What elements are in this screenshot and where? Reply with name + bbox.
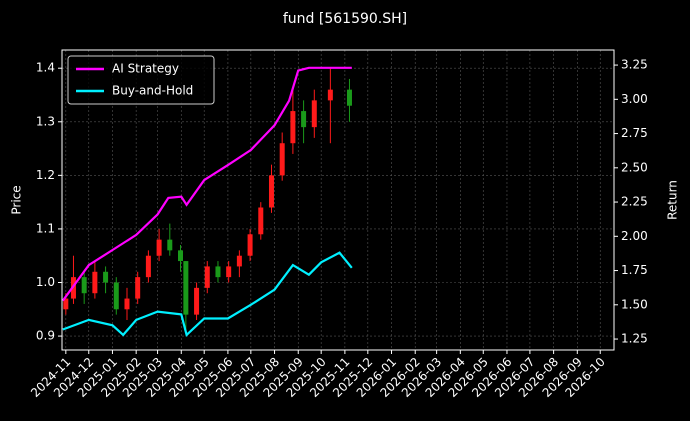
candle-body [236,255,242,267]
plot-frame [61,49,615,351]
candle-body [156,239,162,256]
candle-body [247,234,253,256]
candle-body [103,271,109,283]
candle-body [124,298,130,310]
y-tick-label: 1.0 [36,275,55,289]
candle-body [346,89,352,106]
y-tick-label: 0.9 [36,329,55,343]
candle-body [183,261,189,315]
y2-tick-label: 2.75 [621,126,648,140]
candle-body [194,287,200,315]
candle-body [167,239,173,251]
candle-body [81,277,87,294]
legend-box [67,55,215,105]
y2-tick-label: 2.50 [621,160,648,174]
legend-label: AI Strategy [112,62,179,76]
candle-body [226,266,232,278]
candle-body [113,282,119,310]
candle-body [215,266,221,278]
y-tick-label: 1.1 [36,221,55,235]
chart-title: fund [561590.SH] [283,11,407,27]
y-tick-label: 1.3 [36,114,55,128]
line-series [61,66,352,302]
candle-body [258,207,264,235]
y2-tick-label: 1.25 [621,332,648,346]
line-series [62,251,353,337]
y2-tick-label: 1.75 [621,263,648,277]
candle-body [268,175,274,208]
y2-tick-label: 3.25 [621,58,648,72]
candle-body [178,250,184,262]
legend-label: Buy-and-Hold [112,84,193,98]
y-axis-label: Price [10,185,24,214]
y2-tick-label: 2.00 [621,229,648,243]
candle-body [311,100,317,128]
y-tick-label: 1.4 [36,61,55,75]
candle-body [279,143,285,176]
y2-tick-label: 3.00 [621,92,648,106]
candle-body [204,266,210,288]
candle-body [290,111,296,144]
candle-body [63,298,69,310]
candle-body [301,111,307,128]
y2-tick-label: 1.50 [621,297,648,311]
y2-tick-label: 2.25 [621,195,648,209]
candle-body [327,89,333,101]
y-tick-label: 1.2 [36,168,55,182]
candle-body [135,277,141,299]
candle-body [145,255,151,278]
y2-axis-label: Return [666,180,680,220]
candle-body [92,271,98,294]
